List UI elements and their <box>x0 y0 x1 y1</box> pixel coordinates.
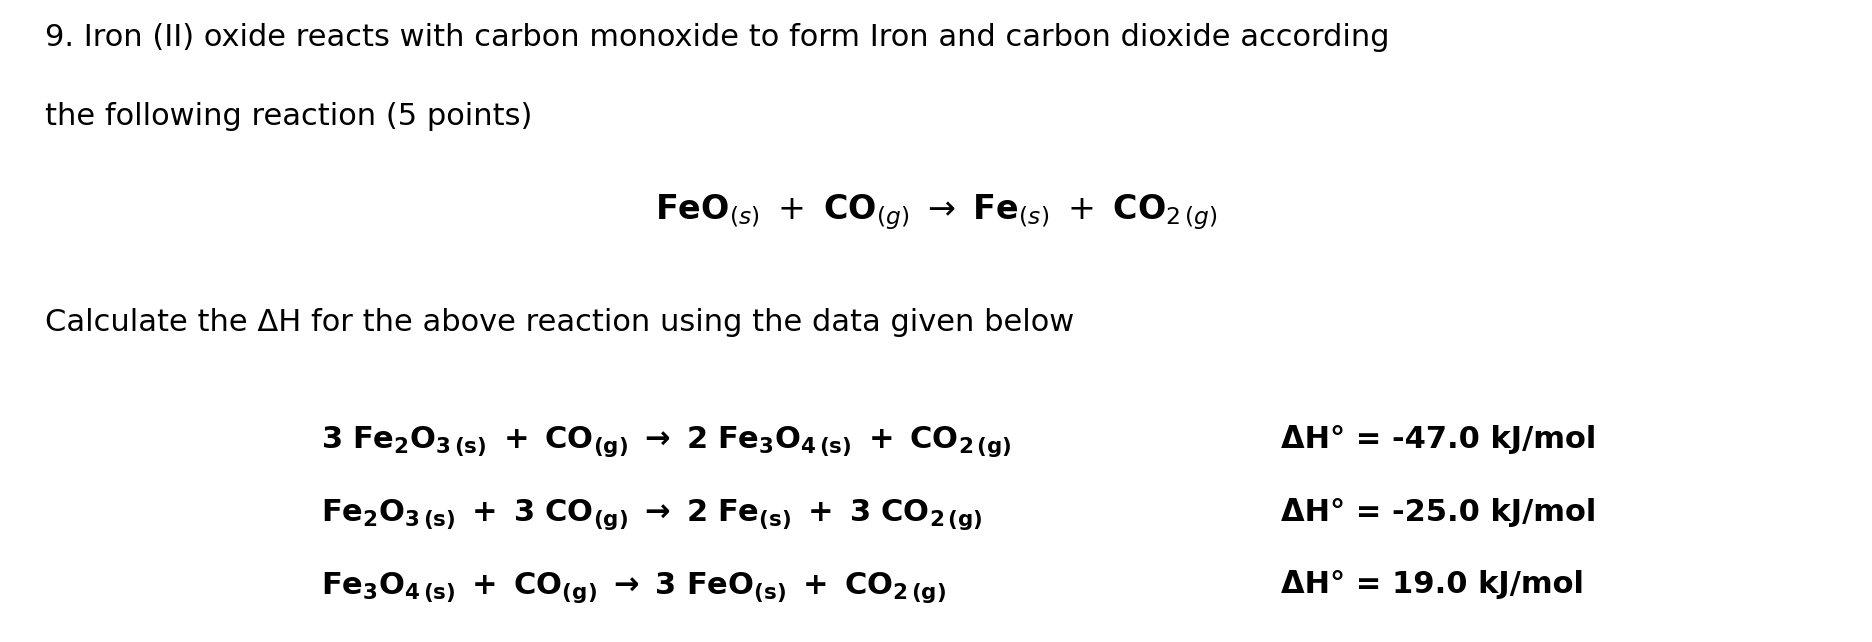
Text: $\mathbf{Fe_2O_{3\,(s)}\ +\ 3\ CO_{(g)}\ \rightarrow\ 2\ Fe_{(s)}\ +\ 3\ CO_{2\,: $\mathbf{Fe_2O_{3\,(s)}\ +\ 3\ CO_{(g)}\… <box>320 497 983 532</box>
Text: ΔH° = 19.0 kJ/mol: ΔH° = 19.0 kJ/mol <box>1280 571 1584 600</box>
Text: the following reaction (5 points): the following reaction (5 points) <box>45 102 532 132</box>
Text: $\mathbf{Fe_3O_{4\,(s)}\ +\ CO_{(g)}\ \rightarrow\ 3\ FeO_{(s)}\ +\ CO_{2\,(g)}}: $\mathbf{Fe_3O_{4\,(s)}\ +\ CO_{(g)}\ \r… <box>320 569 945 605</box>
Text: $\mathbf{3\ Fe_2O_{3\,(s)}\ +\ CO_{(g)}\ \rightarrow\ 2\ Fe_3O_{4\,(s)}\ +\ CO_{: $\mathbf{3\ Fe_2O_{3\,(s)}\ +\ CO_{(g)}\… <box>320 424 1011 459</box>
Text: 9. Iron (II) oxide reacts with carbon monoxide to form Iron and carbon dioxide a: 9. Iron (II) oxide reacts with carbon mo… <box>45 23 1389 52</box>
Text: ΔH° = -25.0 kJ/mol: ΔH° = -25.0 kJ/mol <box>1280 498 1597 526</box>
Text: Calculate the ΔH for the above reaction using the data given below: Calculate the ΔH for the above reaction … <box>45 308 1075 337</box>
Text: ΔH° = -47.0 kJ/mol: ΔH° = -47.0 kJ/mol <box>1280 425 1597 454</box>
Text: $\mathbf{FeO}_{(s)}\ +\ \mathbf{CO}_{(g)}\ \rightarrow\ \mathbf{Fe}_{(s)}\ +\ \m: $\mathbf{FeO}_{(s)}\ +\ \mathbf{CO}_{(g)… <box>655 193 1217 232</box>
